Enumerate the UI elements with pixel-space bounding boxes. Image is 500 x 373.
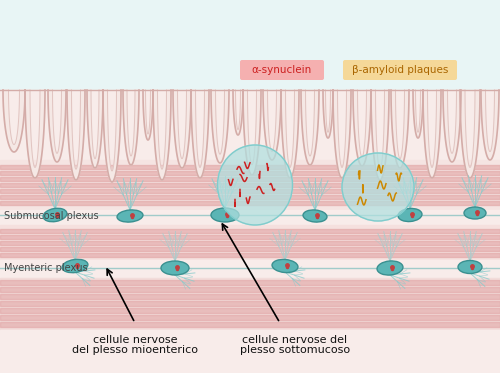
Bar: [0, 330, 500, 373]
Bar: [0, 165, 500, 169]
Polygon shape: [48, 90, 66, 162]
Ellipse shape: [161, 261, 189, 275]
Ellipse shape: [398, 209, 422, 222]
FancyBboxPatch shape: [343, 60, 457, 80]
Bar: [0, 195, 500, 199]
Polygon shape: [123, 90, 139, 165]
Polygon shape: [353, 90, 371, 166]
Bar: [0, 253, 500, 257]
Polygon shape: [481, 90, 499, 160]
Bar: [0, 278, 500, 330]
Ellipse shape: [342, 153, 414, 221]
Bar: [0, 235, 500, 239]
Bar: [0, 247, 500, 251]
Polygon shape: [333, 90, 351, 178]
Ellipse shape: [211, 208, 239, 222]
Polygon shape: [301, 90, 319, 165]
Text: Submucosal plexus: Submucosal plexus: [4, 211, 98, 221]
Bar: [0, 160, 500, 210]
Bar: [0, 287, 500, 292]
Bar: [0, 260, 500, 278]
Polygon shape: [263, 90, 281, 160]
Polygon shape: [103, 90, 121, 182]
Text: del plesso mioenterico: del plesso mioenterico: [72, 345, 198, 355]
Polygon shape: [143, 90, 153, 140]
Polygon shape: [243, 90, 261, 175]
Bar: [0, 0, 500, 90]
Polygon shape: [371, 90, 389, 180]
Text: cellule nervose: cellule nervose: [93, 335, 177, 345]
Polygon shape: [391, 90, 409, 168]
Polygon shape: [87, 90, 103, 168]
Bar: [0, 177, 500, 181]
Polygon shape: [323, 90, 333, 138]
Ellipse shape: [377, 261, 403, 275]
FancyBboxPatch shape: [240, 60, 324, 80]
Polygon shape: [67, 90, 85, 180]
Polygon shape: [25, 90, 45, 178]
Ellipse shape: [464, 207, 486, 219]
Bar: [0, 189, 500, 193]
Polygon shape: [153, 90, 171, 180]
Ellipse shape: [458, 260, 482, 273]
Ellipse shape: [303, 210, 327, 222]
Polygon shape: [423, 90, 441, 178]
Polygon shape: [233, 90, 243, 135]
Bar: [0, 280, 500, 285]
Polygon shape: [173, 90, 191, 168]
Polygon shape: [3, 90, 25, 152]
Polygon shape: [211, 90, 229, 163]
Polygon shape: [460, 90, 480, 178]
Bar: [0, 315, 500, 320]
Bar: [0, 201, 500, 205]
Bar: [0, 90, 500, 160]
Text: β-amyloid plaques: β-amyloid plaques: [352, 65, 448, 75]
Bar: [0, 229, 500, 233]
Ellipse shape: [43, 208, 67, 222]
Ellipse shape: [272, 260, 298, 273]
Polygon shape: [281, 90, 299, 178]
Text: Myenteric plexus: Myenteric plexus: [4, 263, 87, 273]
Bar: [0, 171, 500, 175]
Polygon shape: [443, 90, 461, 162]
Bar: [0, 241, 500, 245]
Bar: [0, 183, 500, 187]
Polygon shape: [413, 90, 423, 138]
Bar: [0, 210, 500, 225]
Text: α-synuclein: α-synuclein: [252, 65, 312, 75]
Text: cellule nervose del: cellule nervose del: [242, 335, 348, 345]
Bar: [0, 294, 500, 299]
Bar: [0, 225, 500, 260]
Text: plesso sottomucoso: plesso sottomucoso: [240, 345, 350, 355]
Bar: [0, 301, 500, 306]
Bar: [0, 322, 500, 327]
Ellipse shape: [218, 145, 292, 225]
Ellipse shape: [117, 210, 143, 222]
Polygon shape: [191, 90, 209, 178]
Bar: [0, 308, 500, 313]
Ellipse shape: [62, 259, 88, 273]
